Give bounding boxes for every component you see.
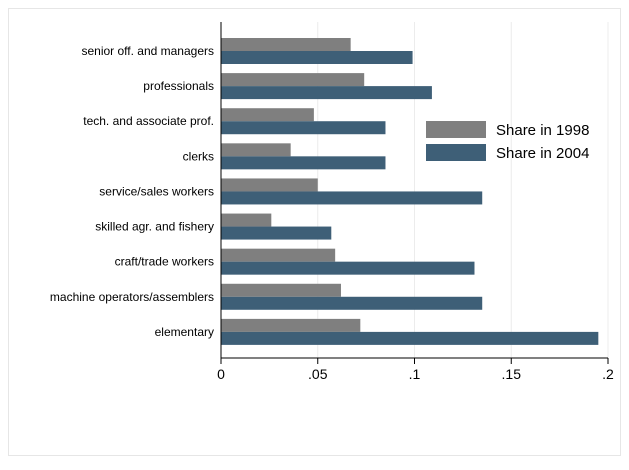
bar-1998 xyxy=(221,178,318,192)
x-axis: 0 .05 .1 .15 .2 xyxy=(217,22,614,382)
bar-2004 xyxy=(221,331,599,345)
bar-1998 xyxy=(221,248,336,262)
bar-2004 xyxy=(221,51,413,64)
legend-label: Share in 1998 xyxy=(496,122,589,139)
legend: Share in 1998 Share in 2004 xyxy=(426,121,589,162)
category-label: clerks xyxy=(183,149,214,163)
bar-1998 xyxy=(221,38,351,51)
bar-2004 xyxy=(221,121,386,135)
bar-2004 xyxy=(221,86,432,100)
bar-2004 xyxy=(221,296,483,310)
category-label: elementary xyxy=(155,325,214,339)
x-tick-label: .2 xyxy=(602,366,614,382)
bar-2004 xyxy=(221,191,483,205)
legend-swatch xyxy=(426,121,486,138)
legend-swatch xyxy=(426,144,486,161)
category-label: senior off. and managers xyxy=(81,44,214,58)
bar-2004 xyxy=(221,156,386,170)
category-label: professionals xyxy=(143,79,214,93)
category-label: machine operators/assemblers xyxy=(50,290,214,304)
bars xyxy=(221,38,599,345)
bar-1998 xyxy=(221,108,314,122)
bar-1998 xyxy=(221,283,341,297)
bar-2004 xyxy=(221,226,332,240)
bar-1998 xyxy=(221,143,291,157)
bar-1998 xyxy=(221,318,361,332)
bar-1998 xyxy=(221,213,272,227)
bar-2004 xyxy=(221,261,475,275)
category-labels: senior off. and managers professionals tec… xyxy=(50,44,214,339)
category-label: skilled agr. and fishery xyxy=(95,220,214,234)
category-label: tech. and associate prof. xyxy=(83,114,214,128)
legend-label: Share in 2004 xyxy=(496,145,589,162)
x-tick-label: .05 xyxy=(308,366,328,382)
x-tick-label: .15 xyxy=(502,366,522,382)
x-tick-label: 0 xyxy=(217,366,225,382)
x-tick-label: .1 xyxy=(409,366,421,382)
bar-1998 xyxy=(221,73,365,87)
category-label: craft/trade workers xyxy=(115,255,214,269)
category-label: service/sales workers xyxy=(99,184,214,198)
